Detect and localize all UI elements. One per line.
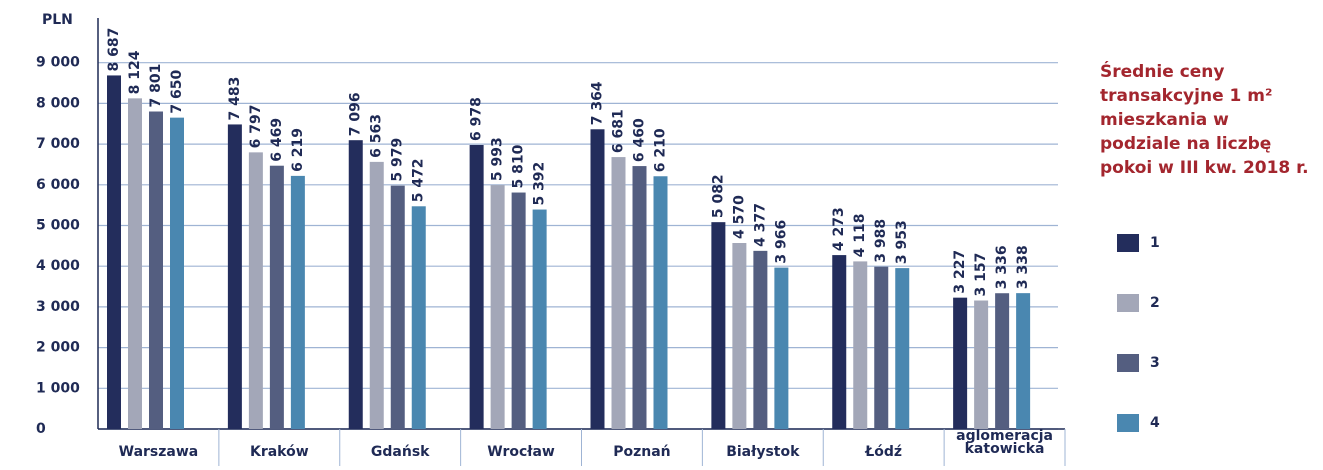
bar [832, 255, 847, 429]
value-label: 5 979 [390, 138, 406, 182]
y-tick-label: 7 000 [36, 136, 80, 152]
legend-swatch [1117, 294, 1139, 312]
y-tick-label: 8 000 [36, 95, 80, 111]
x-tick-label: Kraków [249, 444, 309, 460]
bar [469, 144, 484, 429]
x-tick-label: Gdańsk [370, 444, 430, 460]
value-label: 3 227 [952, 250, 968, 294]
y-tick-label: 3 000 [36, 299, 80, 315]
x-tick-label: Białystok [726, 444, 800, 460]
bar [170, 117, 184, 430]
value-label: 3 336 [994, 245, 1010, 289]
x-tick-label: Poznań [613, 444, 671, 460]
value-label: 5 993 [490, 137, 506, 181]
x-tick-label: Warszawa [118, 444, 199, 460]
value-label: 8 124 [127, 50, 143, 94]
bar [511, 192, 526, 429]
bar [269, 165, 284, 429]
bar [390, 185, 405, 429]
bar [290, 175, 305, 429]
value-label: 4 273 [831, 207, 847, 251]
value-label: 6 460 [632, 118, 648, 162]
y-tick-label: 1 000 [36, 380, 80, 396]
bar [590, 129, 605, 429]
value-label: 3 953 [894, 220, 910, 264]
value-label: 7 096 [348, 92, 364, 136]
bar [532, 209, 547, 429]
bar [753, 250, 768, 429]
value-label: 7 650 [169, 70, 185, 114]
value-label: 7 483 [227, 77, 243, 121]
value-label: 6 978 [469, 97, 485, 141]
value-label: 6 797 [248, 105, 264, 149]
value-label: 5 810 [511, 144, 527, 188]
y-tick-label: 5 000 [36, 218, 80, 234]
bar [490, 185, 505, 429]
bar [348, 140, 363, 429]
bar [107, 75, 121, 430]
value-label: 5 472 [411, 158, 427, 202]
y-tick-label: 4 000 [36, 258, 80, 274]
value-label: 8 687 [106, 28, 122, 72]
value-label: 3 966 [773, 220, 789, 264]
bar [853, 261, 868, 429]
bar [248, 152, 263, 429]
x-tick-label: Wrocław [487, 444, 555, 460]
value-label: 4 118 [852, 214, 868, 258]
value-label: 6 219 [290, 128, 306, 172]
y-tick-label: 0 [36, 421, 46, 437]
value-label: 3 988 [873, 219, 889, 263]
bar [953, 297, 968, 429]
bar [653, 176, 668, 429]
legend-swatch [1117, 354, 1139, 372]
value-label: 3 338 [1015, 245, 1031, 289]
y-tick-label: 2 000 [36, 340, 80, 356]
bar [411, 206, 426, 429]
value-label: 7 364 [590, 81, 606, 125]
chart-title: Średnie ceny transakcyjne 1 m² mieszkani… [1100, 62, 1309, 178]
x-tick-label: Łódź [865, 444, 903, 460]
legend-label: 4 [1150, 415, 1160, 431]
bar [369, 161, 384, 429]
bar [611, 157, 626, 429]
value-label: 5 392 [532, 162, 548, 206]
value-label: 4 377 [752, 203, 768, 247]
bar [774, 267, 789, 429]
bar [732, 243, 747, 429]
bar [149, 111, 163, 429]
bar [711, 222, 726, 429]
x-tick-label: aglomeracja katowicka [956, 428, 1053, 457]
bar [128, 98, 142, 429]
bar [632, 166, 647, 429]
value-label: 6 469 [269, 118, 285, 162]
bar [974, 300, 989, 429]
value-label: 7 801 [148, 64, 164, 108]
legend-label: 2 [1150, 295, 1160, 311]
bar [1016, 293, 1031, 429]
value-label: 5 082 [710, 174, 726, 218]
y-tick-label: 6 000 [36, 177, 80, 193]
value-label: 3 157 [973, 253, 989, 297]
bar [227, 124, 242, 430]
value-label: 6 210 [653, 128, 669, 172]
value-label: 6 681 [611, 109, 627, 153]
value-label: 4 570 [731, 195, 747, 239]
legend-swatch [1117, 414, 1139, 432]
y-tick-label: 9 000 [36, 55, 80, 71]
value-label: 6 563 [369, 114, 385, 158]
legend-label: 1 [1150, 235, 1160, 251]
bar [895, 268, 910, 429]
legend-swatch [1117, 234, 1139, 252]
legend-label: 3 [1150, 355, 1160, 371]
bar [874, 266, 889, 429]
y-axis-label: PLN [42, 12, 73, 28]
bar [995, 293, 1010, 429]
